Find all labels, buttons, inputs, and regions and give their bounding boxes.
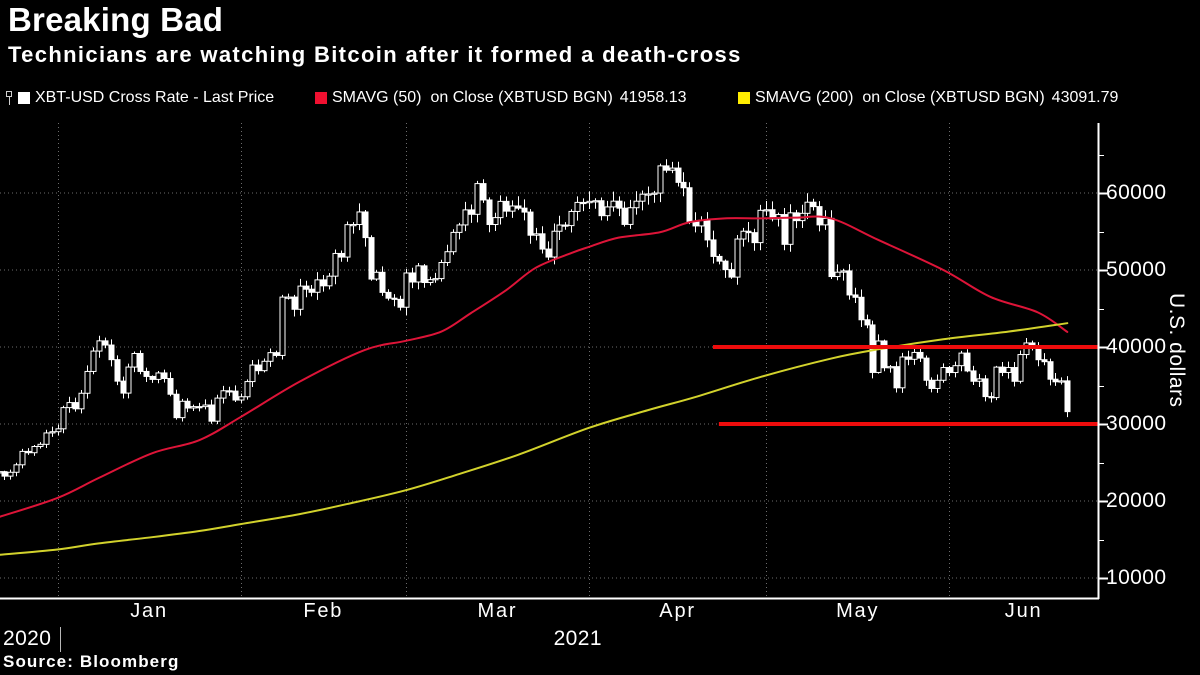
candlestick-icon (6, 90, 15, 106)
legend-swatch-sma50 (315, 92, 327, 104)
legend-detail-sma50: on Close (XBTUSD BGN) (430, 89, 613, 106)
y-axis-tick-label: 30000 (1106, 412, 1167, 435)
legend-swatch-last-price (18, 92, 30, 104)
x-axis-tick-label: Feb (303, 600, 344, 622)
x-axis-tick-label: Jan (130, 600, 168, 622)
legend-item-sma200: SMAVG (200) on Close (XBTUSD BGN) 43091.… (738, 88, 1118, 108)
y-axis-tick-label: 60000 (1106, 181, 1167, 204)
y-axis-tick-label: 20000 (1106, 489, 1167, 512)
y-axis-tick-label: 50000 (1106, 258, 1167, 281)
x-axis-year-current: 2021 (553, 627, 602, 650)
source-note: Source: Bloomberg (3, 652, 180, 671)
x-axis-tick-label: Mar (477, 600, 518, 622)
y-axis-tick-label: 10000 (1106, 566, 1167, 589)
x-axis-year-start: 2020 (3, 627, 52, 650)
chart-legend: XBT-USD Cross Rate - Last Price SMAVG (5… (0, 88, 1200, 108)
legend-item-last-price: XBT-USD Cross Rate - Last Price (6, 88, 274, 108)
chart-title: Breaking Bad (8, 1, 224, 38)
legend-label-sma50: SMAVG (50) (332, 89, 422, 106)
year-divider (60, 627, 61, 652)
y-axis-tick-label: 40000 (1106, 335, 1167, 358)
legend-detail-sma200: on Close (XBTUSD BGN) (862, 89, 1045, 106)
legend-value-sma200: 43091.79 (1051, 89, 1119, 106)
x-axis-tick-label: Jun (1004, 600, 1043, 622)
legend-item-sma50: SMAVG (50) on Close (XBTUSD BGN) 41958.1… (315, 88, 687, 108)
x-axis-tick-label: Apr (659, 600, 696, 622)
chart-subtitle: Technicians are watching Bitcoin after i… (8, 42, 742, 67)
legend-label-sma200: SMAVG (200) (755, 89, 854, 106)
legend-swatch-sma200 (738, 92, 750, 104)
x-axis-tick-label: May (836, 600, 880, 622)
legend-value-sma50: 41958.13 (619, 89, 687, 106)
y-axis-label: U.S. dollars (1165, 293, 1188, 408)
legend-label-last-price: XBT-USD Cross Rate - Last Price (35, 89, 275, 106)
